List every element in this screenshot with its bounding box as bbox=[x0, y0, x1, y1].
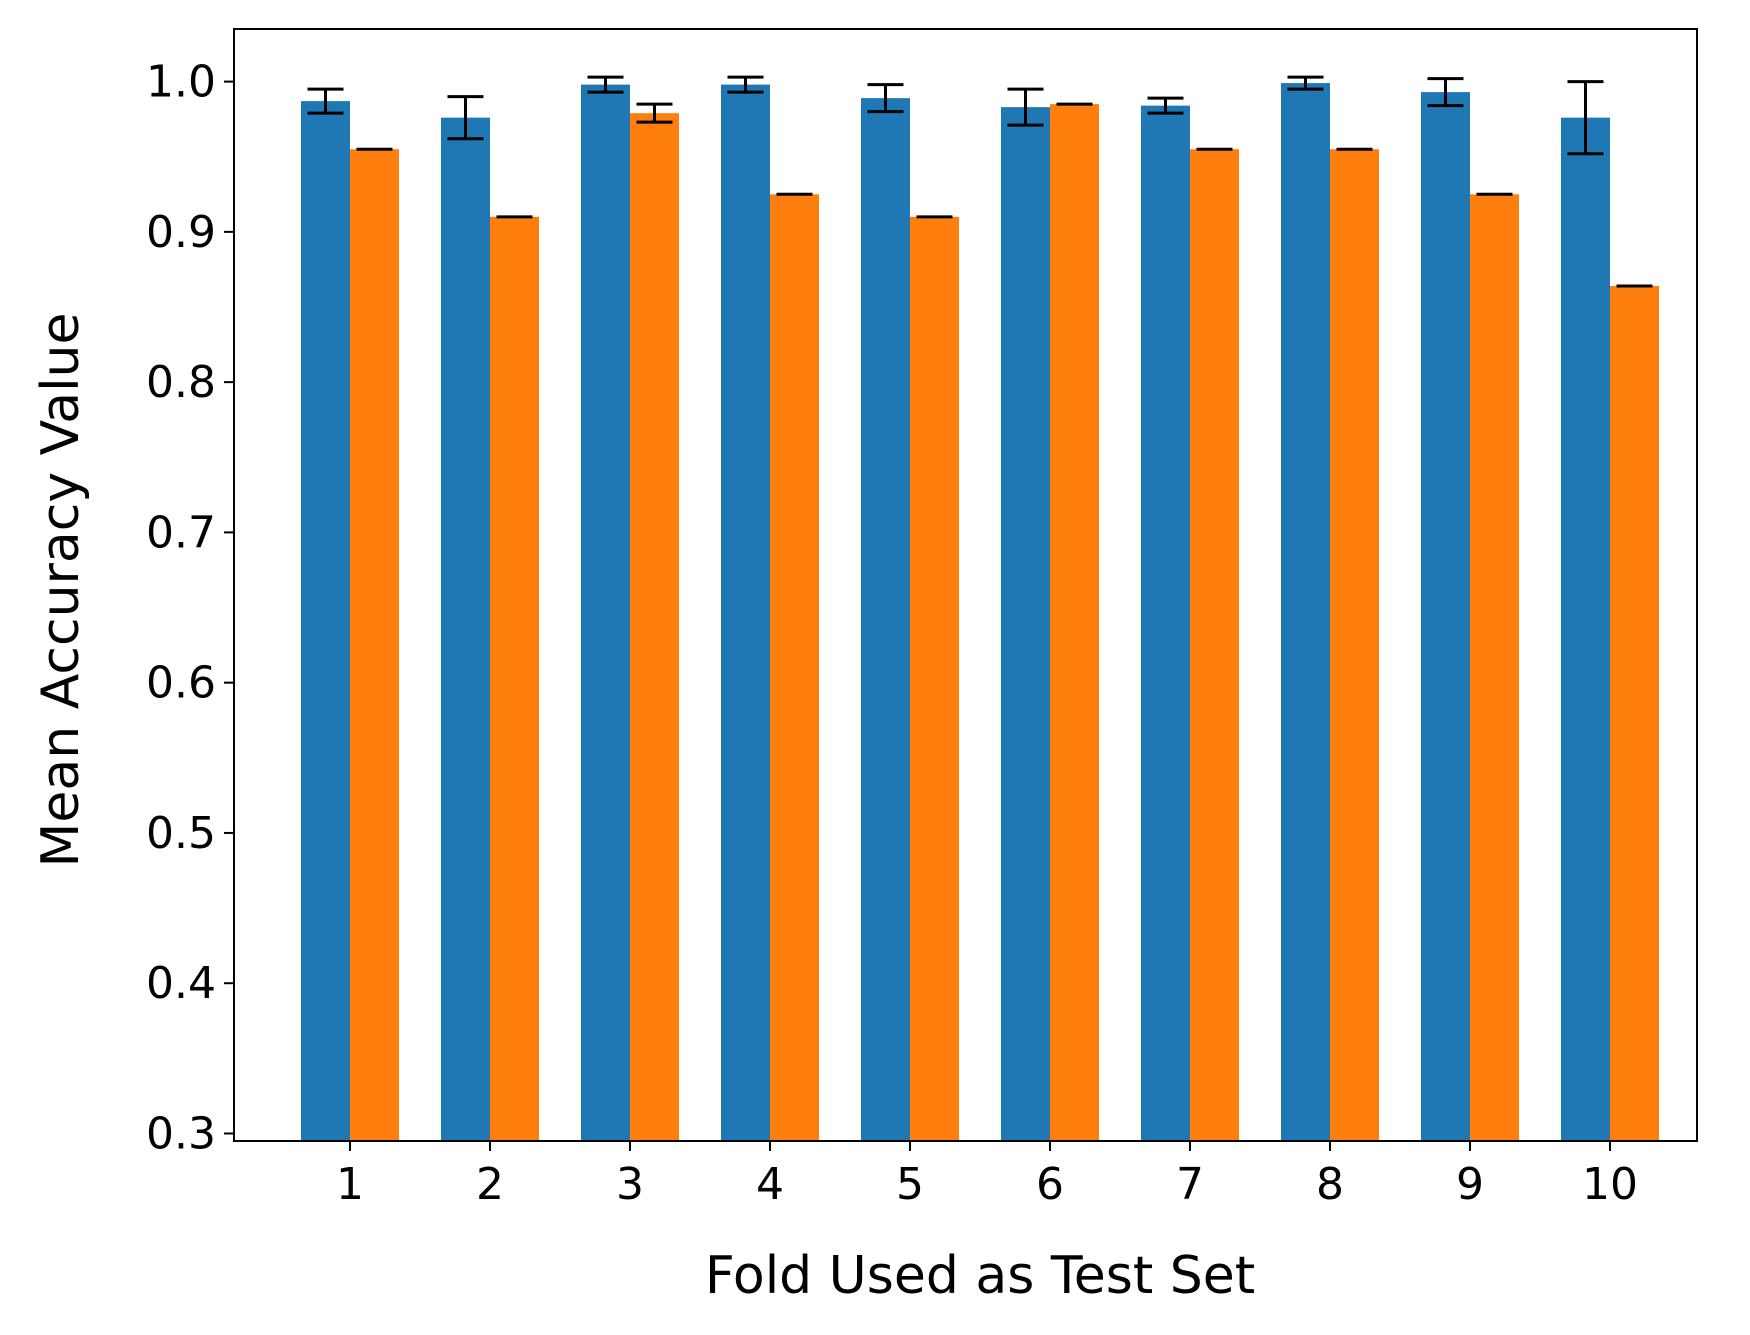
bar-series1-fold-2 bbox=[441, 117, 490, 1141]
y-axis-label: Mean Accuracy Value bbox=[31, 313, 91, 868]
y-tick-label: 0.4 bbox=[146, 958, 216, 1009]
bar-series2-fold-2 bbox=[490, 216, 539, 1142]
x-tick-label: 2 bbox=[476, 1159, 504, 1210]
bar-series1-fold-7 bbox=[1141, 105, 1190, 1142]
x-tick-label: 10 bbox=[1582, 1159, 1638, 1210]
x-axis-label: Fold Used as Test Set bbox=[705, 1246, 1255, 1306]
y-tick-label: 0.7 bbox=[146, 507, 216, 558]
x-tick-label: 3 bbox=[616, 1159, 644, 1210]
y-axis: 0.3 0.4 0.5 0.6 0.7 0.8 0.9 1.0 bbox=[146, 57, 234, 1159]
x-tick-label: 1 bbox=[336, 1159, 364, 1210]
bar-series2-fold-7 bbox=[1190, 149, 1239, 1142]
plot-frame bbox=[233, 28, 1698, 1142]
bar-series2-fold-6 bbox=[1050, 104, 1099, 1141]
bar-series2-fold-10 bbox=[1610, 285, 1659, 1141]
bar-series1-fold-4 bbox=[721, 84, 770, 1142]
x-tick-label: 8 bbox=[1316, 1159, 1344, 1210]
y-tick-label: 0.9 bbox=[146, 207, 216, 258]
x-tick-label: 5 bbox=[896, 1159, 924, 1210]
x-axis: 1 2 3 4 5 6 7 8 9 10 bbox=[336, 1141, 1638, 1210]
x-tick-label: 4 bbox=[756, 1159, 784, 1210]
bar-series1-fold-9 bbox=[1421, 92, 1470, 1141]
y-tick-label: 0.3 bbox=[146, 1108, 216, 1159]
bars-layer bbox=[301, 83, 1659, 1142]
y-tick-label: 0.8 bbox=[146, 357, 216, 408]
bar-series1-fold-6 bbox=[1001, 107, 1050, 1142]
x-tick-label: 6 bbox=[1036, 1159, 1064, 1210]
y-tick-label: 0.5 bbox=[146, 808, 216, 859]
y-tick-label: 0.6 bbox=[146, 658, 216, 709]
bar-series2-fold-3 bbox=[630, 113, 679, 1141]
bar-series1-fold-3 bbox=[581, 84, 630, 1142]
bar-series1-fold-8 bbox=[1281, 83, 1330, 1142]
error-bars-layer bbox=[307, 75, 1653, 288]
bar-series2-fold-5 bbox=[910, 216, 959, 1142]
y-tick-label: 1.0 bbox=[146, 57, 216, 108]
bar-series1-fold-5 bbox=[861, 98, 910, 1142]
bar-series2-fold-4 bbox=[770, 194, 819, 1141]
bar-series2-fold-1 bbox=[350, 149, 399, 1142]
x-tick-label: 7 bbox=[1176, 1159, 1204, 1210]
bar-series1-fold-1 bbox=[301, 101, 350, 1141]
bar-series1-fold-10 bbox=[1561, 117, 1610, 1141]
bar-series2-fold-9 bbox=[1470, 194, 1519, 1141]
x-tick-label: 9 bbox=[1456, 1159, 1484, 1210]
bar-series2-fold-8 bbox=[1330, 149, 1379, 1142]
